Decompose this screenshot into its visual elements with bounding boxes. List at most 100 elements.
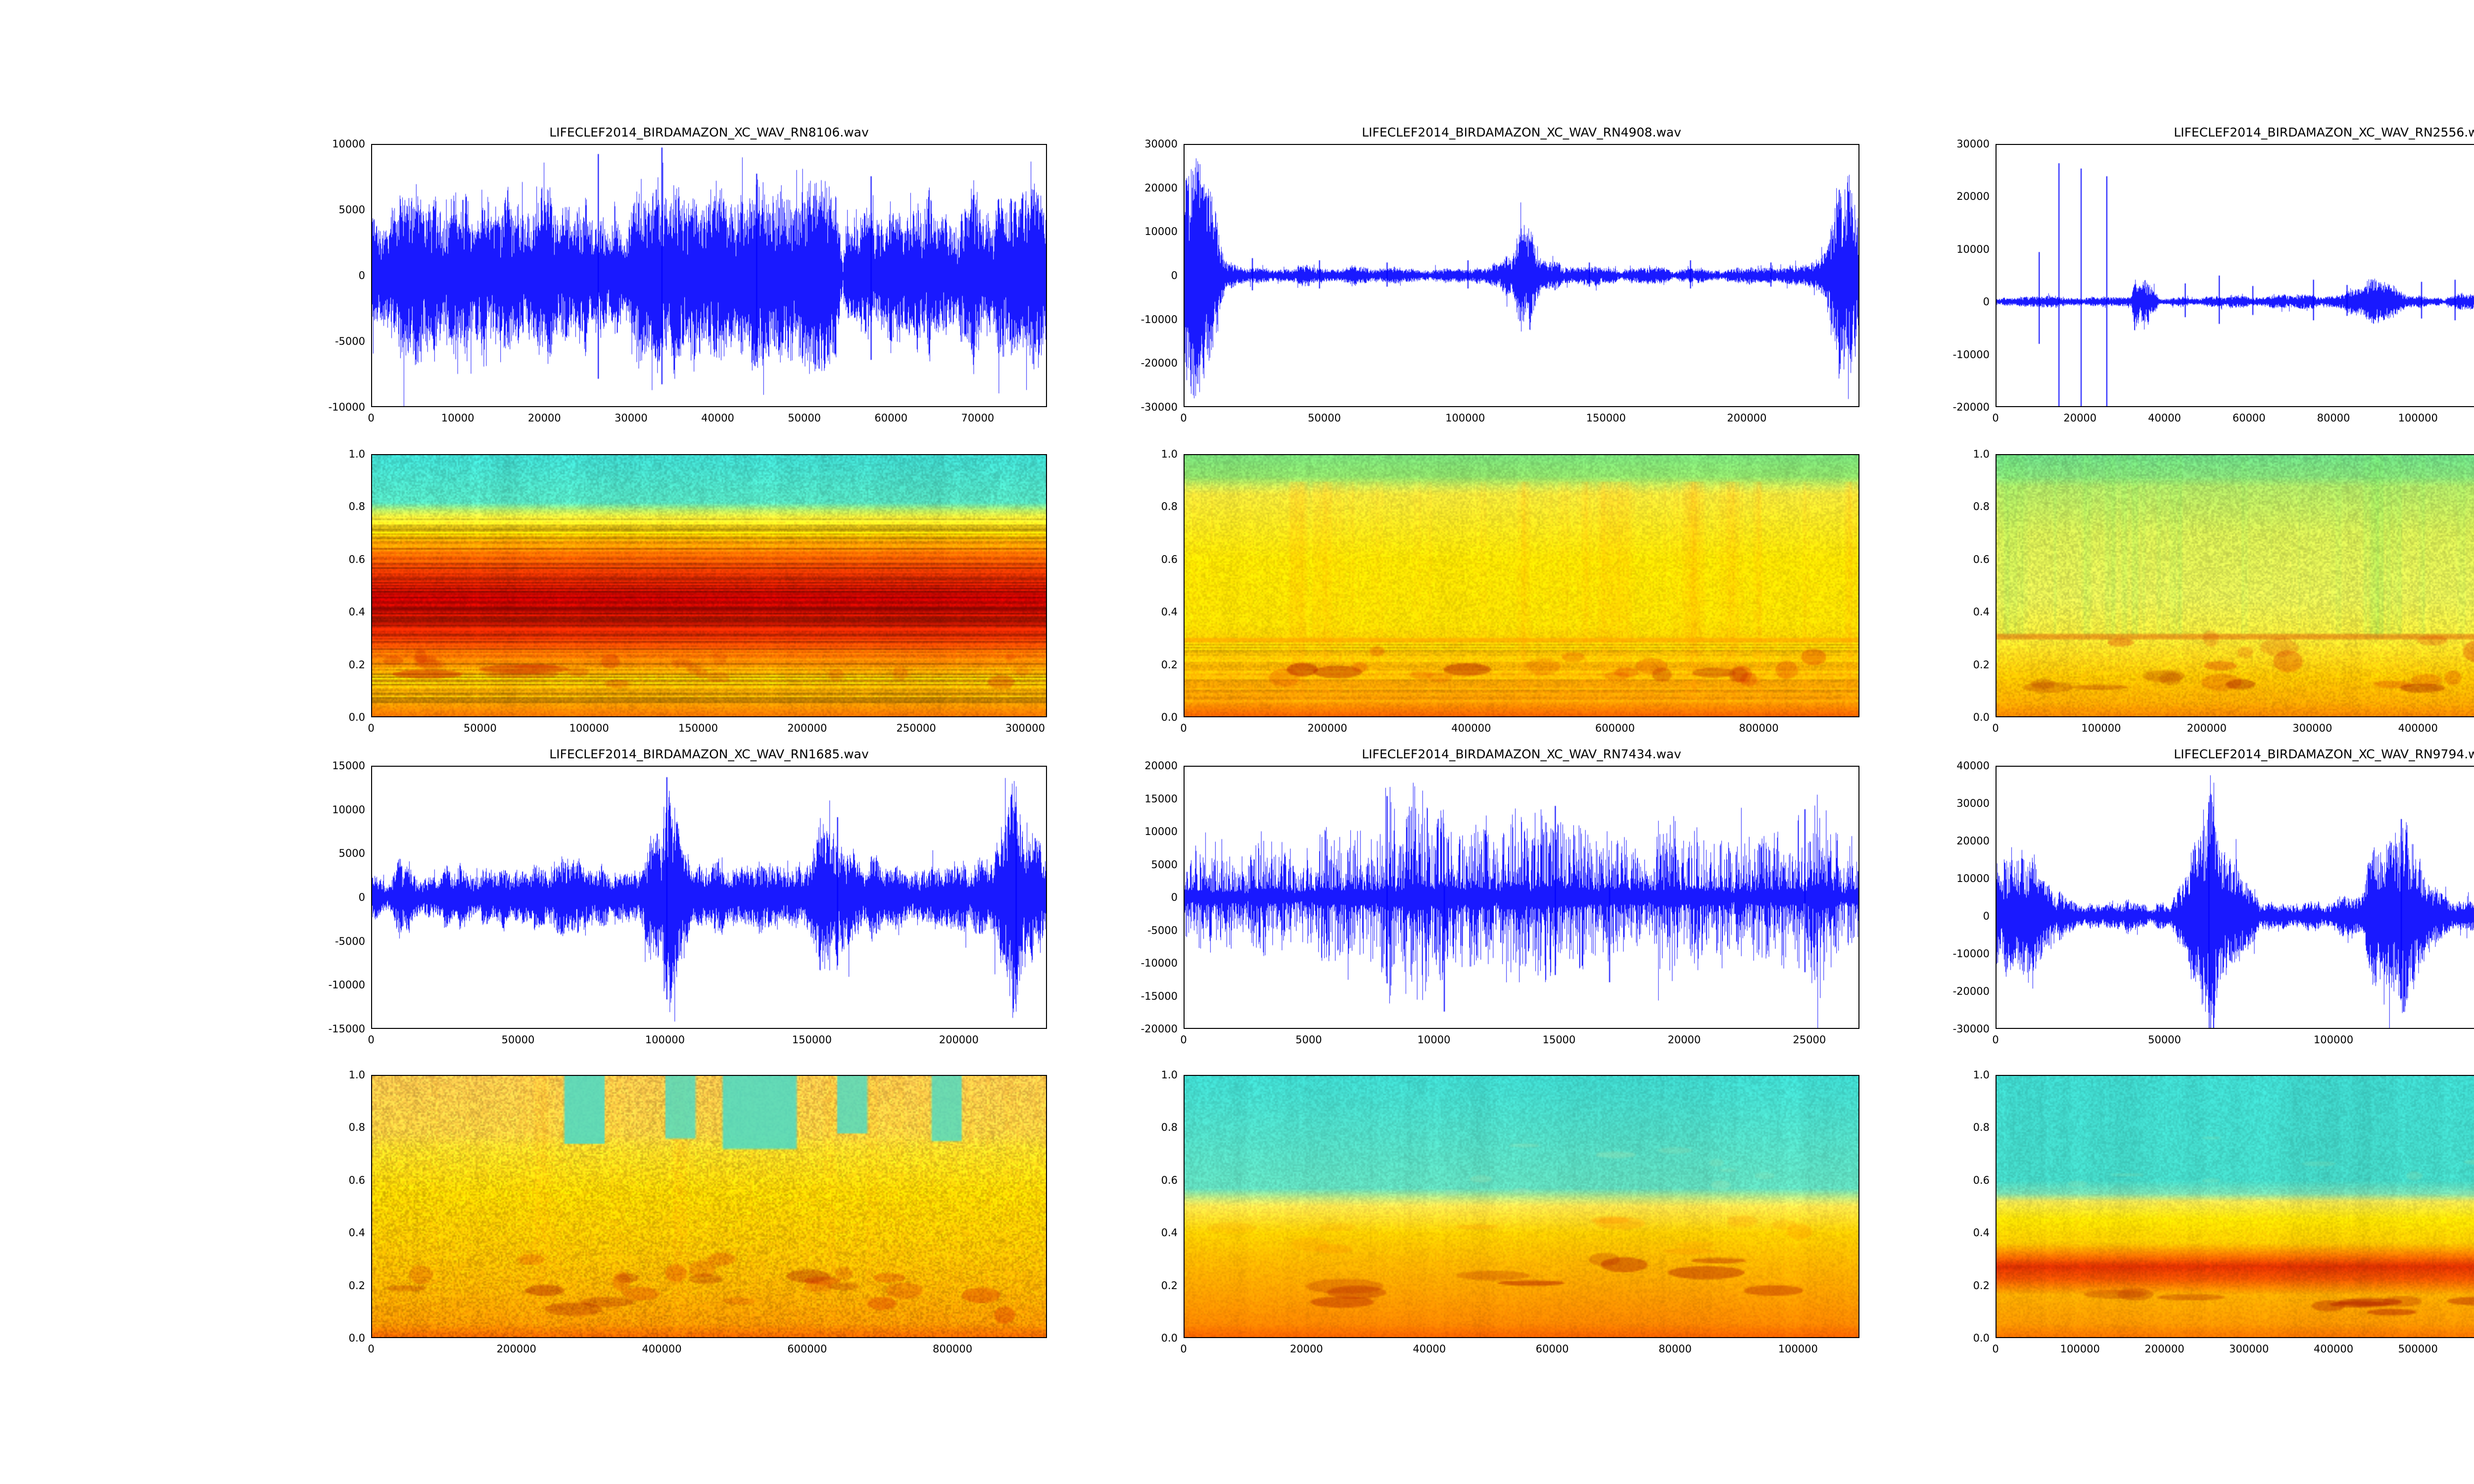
spectrogram-plot-rn1685: 0.0 0.2 0.4 0.6 0.8 1.0 0 200000 400000 600000 80… [349,1069,1047,1355]
x-tick-label: 100000 [2060,1343,2100,1355]
x-tick-label: 25000 [1793,1034,1826,1046]
spectrogram-canvas [1997,1076,2474,1337]
waveform-canvas [1997,767,2474,1028]
x-tick-label: 200000 [2187,722,2227,734]
plot-area [1184,144,1859,407]
x-tick-label: 300000 [1005,722,1046,734]
y-tick-label: -30000 [1141,401,1178,413]
x-tick-label: 40000 [701,412,734,424]
x-tick-label: 0 [1992,412,1999,424]
y-tick-label: 0.6 [1161,1174,1178,1186]
x-tick-label: 400000 [2398,722,2438,734]
plot-title: LIFECLEF2014_BIRDAMAZON_XC_WAV_RN2556.wa… [2174,125,2474,139]
y-tick-label: -10000 [1141,313,1178,325]
plot-title: LIFECLEF2014_BIRDAMAZON_XC_WAV_RN9794.wa… [2174,746,2474,761]
y-tick-label: -20000 [1952,985,1990,997]
x-tick-label: 200000 [496,1343,536,1355]
waveform-canvas [1997,145,2474,406]
y-tick-label: 0.0 [348,1332,365,1344]
plot-area [1996,454,2474,717]
y-tick-label: 0 [358,891,365,903]
waveform-plot-rn8106: LIFECLEF2014_BIRDAMAZON_XC_WAV_RN8106.wa… [329,125,1047,424]
y-tick-label: 0 [1983,910,1990,922]
plot-area [1996,1075,2474,1338]
y-tick-label: 0.4 [1973,1227,1990,1239]
x-tick-label: 50000 [788,412,821,424]
spectrogram-canvas [372,455,1046,716]
x-tick-label: 100000 [645,1034,685,1046]
x-tick-label: 60000 [2232,412,2266,424]
y-tick-label: 0 [1171,891,1178,903]
x-tick-label: 30000 [614,412,648,424]
y-tick-label: 0.8 [1973,501,1990,513]
x-tick-label: 150000 [1586,412,1626,424]
plot-area [371,144,1047,407]
plot-area [1996,144,2474,407]
x-tick-label: 400000 [2313,1343,2354,1355]
x-tick-label: 20000 [1289,1343,1323,1355]
plot-title: LIFECLEF2014_BIRDAMAZON_XC_WAV_RN1685.wa… [549,746,869,761]
x-tick-label: 0 [368,722,375,734]
x-tick-label: 300000 [2292,722,2332,734]
y-tick-label: 0.0 [348,711,365,723]
y-tick-label: 0.2 [1161,1279,1178,1292]
x-tick-label: 250000 [896,722,936,734]
x-tick-label: 0 [1992,1343,1999,1355]
x-tick-label: 200000 [1727,412,1767,424]
x-tick-label: 80000 [1659,1343,1692,1355]
y-tick-label: 10000 [1956,873,1990,884]
x-tick-label: 20000 [2063,412,2097,424]
plot-title: LIFECLEF2014_BIRDAMAZON_XC_WAV_RN8106.wa… [549,125,869,139]
plot-area [371,1075,1047,1338]
x-tick-label: 100000 [2313,1034,2354,1046]
y-tick-label: 1.0 [1973,1069,1990,1081]
y-tick-label: 0 [1171,270,1178,281]
y-tick-label: 0.0 [1973,711,1990,723]
x-tick-label: 5000 [1295,1034,1322,1046]
x-tick-label: 100000 [569,722,609,734]
spectrogram-canvas [1997,455,2474,716]
y-tick-label: 10000 [332,138,365,150]
y-tick-label: 0.4 [348,606,365,618]
x-tick-label: 0 [368,412,375,424]
y-tick-label: 0 [1983,296,1990,308]
x-tick-label: 40000 [1413,1343,1446,1355]
y-tick-label: 15000 [332,760,365,772]
x-tick-label: 100000 [1778,1343,1818,1355]
x-tick-label: 60000 [874,412,908,424]
y-tick-label: 0.4 [348,1227,365,1239]
y-tick-label: 0.6 [1973,553,1990,565]
waveform-plot-rn7434: LIFECLEF2014_BIRDAMAZON_XC_WAV_RN7434.wa… [1141,747,1859,1046]
x-tick-label: 150000 [792,1034,832,1046]
y-tick-label: 0.8 [1973,1121,1990,1134]
x-tick-label: 70000 [961,412,995,424]
y-tick-label: -10000 [328,979,365,991]
y-tick-label: -10000 [1952,348,1990,361]
x-tick-label: 0 [1992,722,1999,734]
plot-title: LIFECLEF2014_BIRDAMAZON_XC_WAV_RN7434.wa… [1362,746,1681,761]
y-tick-label: -15000 [1141,990,1178,1002]
y-tick-label: 0.4 [1161,606,1178,618]
x-tick-label: 400000 [1451,722,1491,734]
y-tick-label: 0.6 [1973,1174,1990,1186]
y-tick-label: 0.8 [1161,501,1178,513]
y-tick-label: 20000 [1144,182,1178,194]
plot-area [371,454,1047,717]
y-tick-label: 5000 [1151,858,1178,871]
spectrogram-plot-rn8106: 0.0 0.2 0.4 0.6 0.8 1.0 0 50000 100000 150000 200… [349,448,1047,734]
y-tick-label: -5000 [334,935,365,947]
x-tick-label: 0 [1180,1343,1187,1355]
x-tick-label: 50000 [2148,1034,2181,1046]
x-tick-label: 100000 [2081,722,2121,734]
y-tick-label: -5000 [334,335,365,347]
waveform-canvas [1185,767,1858,1028]
x-tick-label: 15000 [1542,1034,1576,1046]
y-tick-label: 30000 [1144,138,1178,150]
y-tick-label: 0.6 [348,553,365,565]
y-tick-label: 5000 [338,204,365,216]
x-tick-label: 0 [1180,1034,1187,1046]
y-tick-label: 30000 [1956,797,1990,809]
plot-area [371,766,1047,1029]
x-tick-label: 60000 [1535,1343,1569,1355]
y-tick-label: -5000 [1147,924,1178,936]
